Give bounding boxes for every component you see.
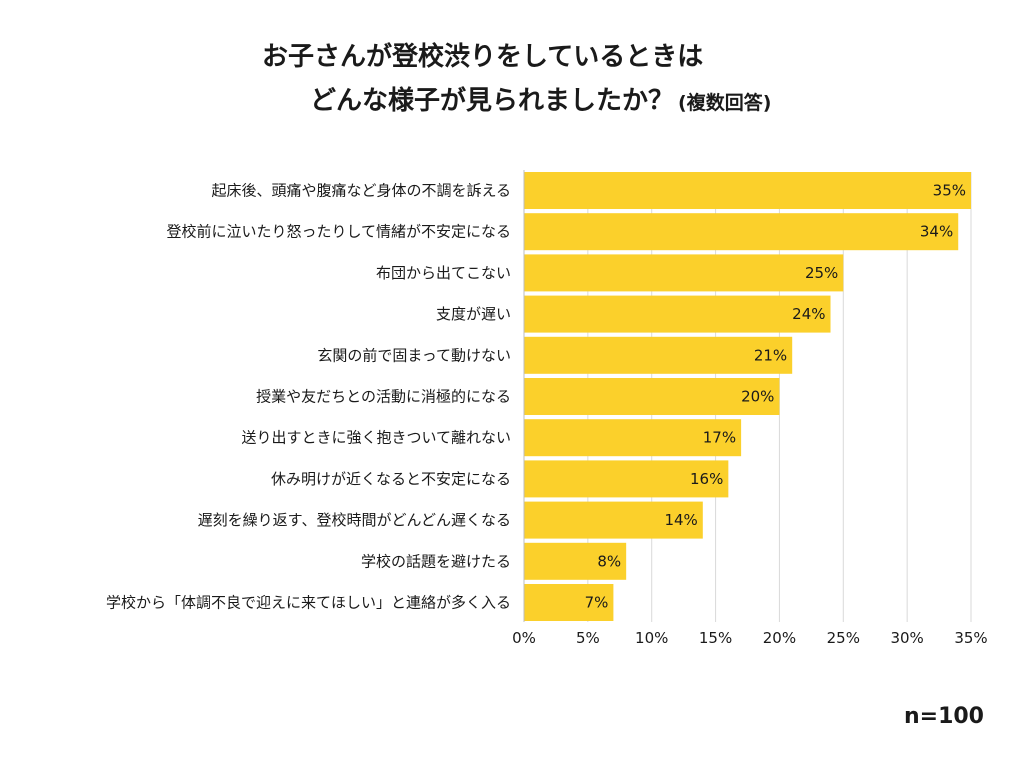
category-label: 遅刻を繰り返す、登校時間がどんどん遅くなる [198, 511, 511, 529]
x-tick-label: 25% [827, 629, 860, 647]
x-tick-label: 5% [576, 629, 600, 647]
bar [524, 336, 793, 374]
value-label: 17% [703, 429, 736, 447]
category-label: 登校前に泣いたり怒ったりして情緒が不安定になる [166, 223, 511, 241]
category-label: 学校の話題を避けたる [361, 552, 511, 570]
value-label: 34% [920, 223, 953, 241]
x-tick-label: 20% [763, 629, 796, 647]
bar [524, 213, 959, 251]
bar [524, 172, 971, 209]
category-label: 玄関の前で固まって動けない [317, 346, 511, 364]
chart-title-note: (複数回答) [678, 92, 772, 114]
bar [524, 419, 742, 457]
x-tick-label: 15% [699, 629, 732, 647]
value-label: 16% [690, 470, 723, 488]
value-label: 14% [664, 511, 697, 529]
x-tick-label: 35% [954, 629, 987, 647]
category-label: 授業や友だちとの活動に消極的になる [256, 388, 511, 406]
bar [524, 501, 703, 539]
value-label: 7% [585, 594, 609, 612]
value-label: 21% [754, 346, 787, 364]
bar [524, 378, 780, 415]
x-tick-label: 0% [512, 629, 536, 647]
value-label: 25% [805, 264, 838, 282]
sample-size-label: n=100 [903, 704, 984, 729]
chart-title-line2: どんな様子が見られましたか？ (複数回答) [310, 80, 771, 117]
bar [524, 584, 614, 621]
value-label: 20% [741, 388, 774, 406]
bar [524, 295, 831, 333]
value-label: 24% [792, 305, 825, 323]
x-tick-label: 10% [635, 629, 668, 647]
chart-title-line1: お子さんが登校渋りをしているときは [262, 42, 704, 72]
chart-title-line2-text: どんな様子が見られましたか？ [310, 86, 675, 116]
bar [524, 254, 844, 292]
x-tick-label: 30% [890, 629, 923, 647]
value-label: 35% [933, 182, 966, 200]
category-label: 起床後、頭痛や腹痛など身体の不調を訴える [211, 182, 511, 200]
bar [524, 460, 729, 498]
category-label: 支度が遅い [436, 305, 511, 323]
category-label: 休み明けが近くなると不安定になる [271, 470, 511, 488]
category-label: 布団から出てこない [376, 264, 511, 282]
bar [524, 542, 627, 580]
category-label: 送り出すときに強く抱きついて離れない [241, 429, 511, 447]
category-label: 学校から「体調不良で迎えに来てほしい」と連絡が多く入る [106, 594, 511, 612]
value-label: 8% [597, 552, 621, 570]
